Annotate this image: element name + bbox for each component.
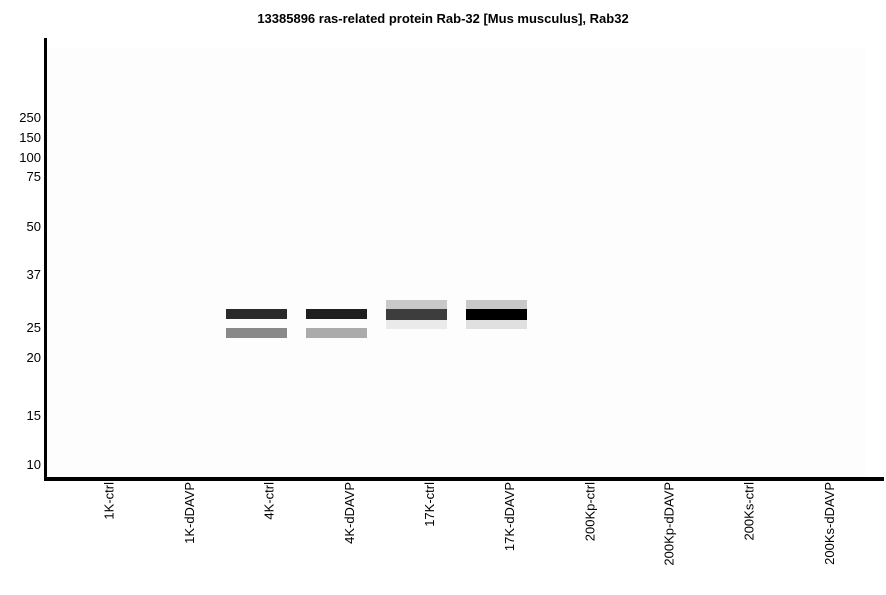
- protein-band: [386, 300, 447, 309]
- y-axis-tick-label: 150: [19, 130, 41, 145]
- y-axis-tick-label: 20: [26, 350, 41, 365]
- lane-label: 4K-dDAVP: [342, 482, 357, 544]
- y-axis-tick-label: 50: [26, 219, 41, 234]
- x-axis-line: [44, 477, 884, 481]
- lane-label: 200Ks-dDAVP: [822, 482, 837, 565]
- y-axis-tick-label: 75: [26, 169, 41, 184]
- protein-band: [386, 309, 447, 320]
- protein-band: [226, 328, 287, 338]
- figure-title: 13385896 ras-related protein Rab-32 [Mus…: [257, 11, 629, 26]
- protein-band: [386, 320, 447, 329]
- y-axis-line: [44, 38, 47, 481]
- lane-label: 200Kp-dDAVP: [662, 482, 677, 566]
- protein-band: [466, 320, 527, 329]
- lane-label: 4K-ctrl: [262, 482, 277, 520]
- y-axis-tick-label: 250: [19, 110, 41, 125]
- lane-label: 17K-ctrl: [422, 482, 437, 527]
- protein-band: [306, 309, 367, 319]
- protein-band: [466, 300, 527, 309]
- lane-label: 1K-dDAVP: [182, 482, 197, 544]
- plot-area: [47, 49, 866, 477]
- y-axis-tick-label: 10: [26, 457, 41, 472]
- lane-label: 200Ks-ctrl: [742, 482, 757, 541]
- protein-band: [466, 309, 527, 320]
- protein-band: [306, 328, 367, 338]
- lane-label: 1K-ctrl: [102, 482, 117, 520]
- lane-label: 200Kp-ctrl: [582, 482, 597, 542]
- y-axis-tick-label: 15: [26, 408, 41, 423]
- lane-label: 17K-dDAVP: [502, 482, 517, 552]
- y-axis-tick-label: 37: [26, 267, 41, 282]
- protein-band: [226, 309, 287, 319]
- y-axis-tick-label: 100: [19, 150, 41, 165]
- y-axis-tick-label: 25: [26, 320, 41, 335]
